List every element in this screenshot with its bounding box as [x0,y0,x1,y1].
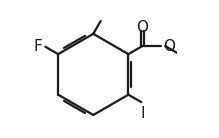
Text: I: I [140,106,145,120]
Text: O: O [136,20,148,35]
Text: F: F [33,39,42,54]
Text: O: O [163,39,175,54]
